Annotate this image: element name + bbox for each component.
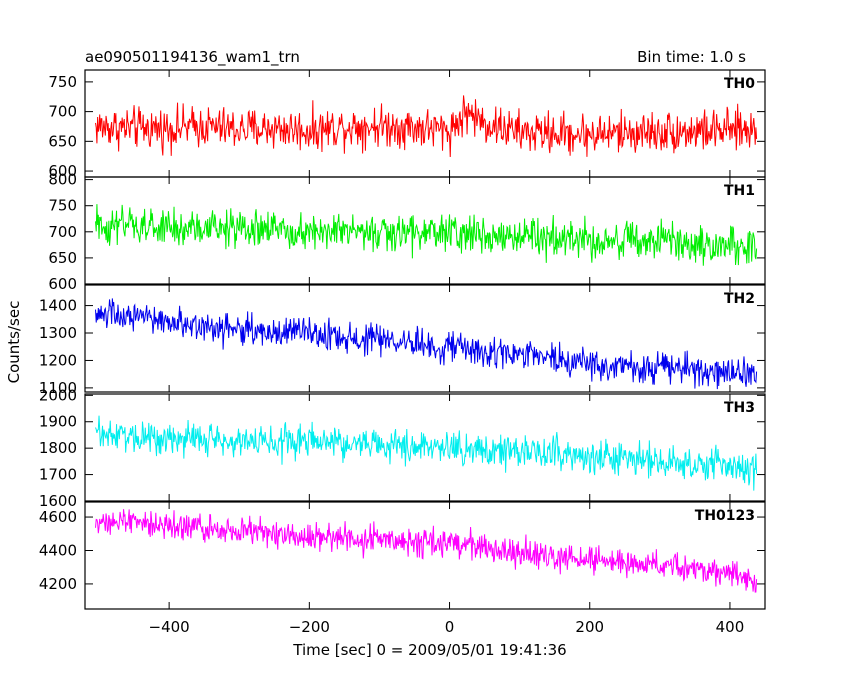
y-tick-label-th3: 1800	[39, 439, 77, 457]
y-tick-label-th1: 800	[48, 171, 77, 189]
y-tick-label-th2: 1100	[39, 379, 77, 397]
panel-frame-th3	[84, 393, 766, 502]
panel-frame-th0	[84, 69, 766, 178]
panel-label-th0123: TH0123	[695, 508, 755, 524]
y-tick-label-th2: 1200	[39, 351, 77, 369]
y-tick-label-th3: 1900	[39, 413, 77, 431]
y-tick-label-th0: 750	[48, 73, 77, 91]
series-line-th0	[95, 95, 758, 157]
panel-label-th1: TH1	[724, 183, 755, 199]
y-tick-label-th0123: 4400	[39, 541, 77, 559]
series-line-th2	[95, 298, 758, 390]
y-tick-label-th3: 1600	[39, 492, 77, 510]
y-tick-label-th0: 700	[48, 103, 77, 121]
y-axis-label: Counts/sec	[5, 301, 23, 384]
x-axis-label: Time [sec] 0 = 2009/05/01 19:41:36	[292, 641, 566, 659]
y-tick-label-th3: 1700	[39, 466, 77, 484]
y-tick-label-th1: 600	[48, 275, 77, 293]
panel-label-th3: TH3	[724, 400, 755, 416]
bin-time-label: Bin time: 1.0 s	[637, 48, 746, 66]
y-tick-label-th0: 600	[48, 162, 77, 180]
panel-frame-th1	[84, 176, 766, 285]
x-tick-label: −400	[149, 618, 190, 636]
panel-label-th0: TH0	[724, 76, 755, 92]
y-tick-label-th2: 1400	[39, 297, 77, 315]
x-tick-label: 0	[445, 618, 455, 636]
y-tick-label-th1: 700	[48, 223, 77, 241]
chart-title: ae090501194136_wam1_trn	[85, 48, 300, 67]
y-tick-label-th0123: 4200	[39, 575, 77, 593]
series-line-th1	[95, 204, 758, 266]
panel-frame-th0123	[84, 501, 766, 610]
y-tick-label-th3: 2000	[39, 386, 77, 404]
y-tick-label-th2: 1300	[39, 324, 77, 342]
y-tick-label-th0: 650	[48, 132, 77, 150]
series-line-th3	[95, 415, 758, 491]
x-tick-label: −200	[289, 618, 330, 636]
series-line-th0123	[95, 509, 758, 593]
y-tick-label-th1: 650	[48, 249, 77, 267]
panel-label-th2: TH2	[724, 291, 755, 307]
x-tick-label: 400	[716, 618, 745, 636]
panel-frame-th2	[84, 284, 766, 393]
x-tick-label: 200	[575, 618, 604, 636]
panels-group: 600 650 700 750 TH0 600 650 700 750 800 TH1 1100 120…	[39, 69, 766, 636]
y-tick-label-th0123: 4600	[39, 508, 77, 526]
y-tick-label-th1: 750	[48, 197, 77, 215]
